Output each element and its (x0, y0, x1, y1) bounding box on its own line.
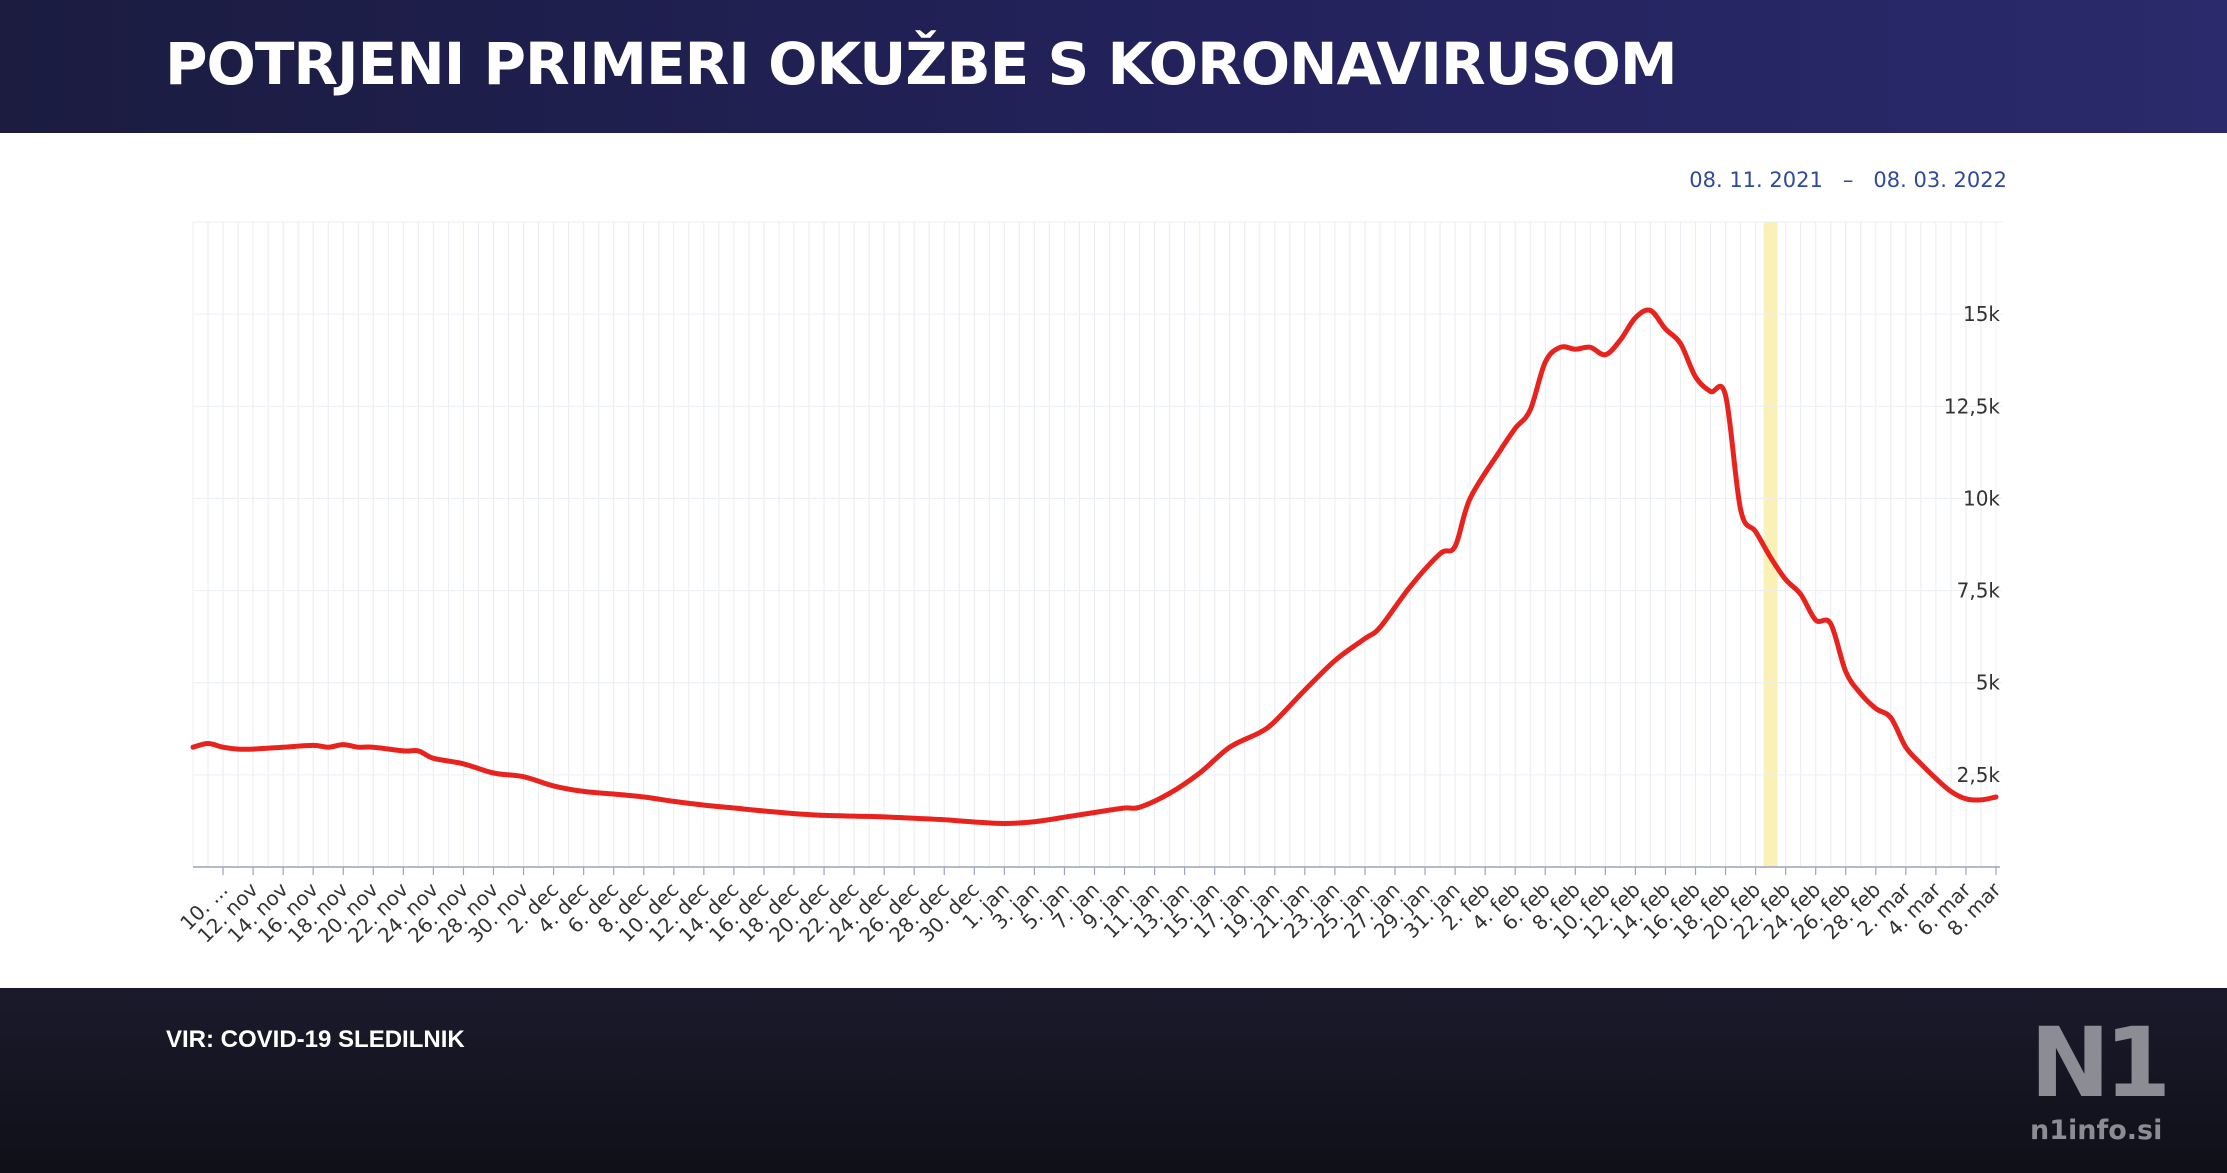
logo-site: n1info.si (2030, 1115, 2163, 1146)
source-label: VIR: COVID-19 SLEDILNIK (166, 1026, 465, 1053)
date-range-from: 08. 11. 2021 (1689, 168, 1823, 192)
logo-mark: N1 (2030, 1007, 2171, 1119)
series-line (190, 307, 1999, 827)
date-range: 08. 11. 2021 – 08. 03. 2022 (1689, 168, 2007, 192)
date-range-separator: – (1842, 168, 1854, 192)
y-tick-label: 7,5k (1957, 579, 2001, 603)
header-banner: POTRJENI PRIMERI OKUŽBE S KORONAVIRUSOM (0, 0, 2227, 133)
vertical-gridlines (192, 222, 1997, 867)
y-tick-label: 5k (1976, 671, 2001, 695)
cases-line-chart: 2,5k 5k 7,5k 10k 12,5k 15k 10. ...12. nov14. … (175, 221, 2006, 948)
footer-bar: VIR: COVID-19 SLEDILNIK N1 n1info.si (0, 988, 2227, 1173)
y-tick-label: 2,5k (1957, 763, 2001, 787)
y-tick-label: 10k (1963, 486, 2000, 510)
y-tick-label: 12,5k (1944, 394, 2001, 418)
y-tick-label: 15k (1963, 302, 2000, 326)
y-axis-tick-labels: 2,5k 5k 7,5k 10k 12,5k 15k (1944, 302, 2001, 787)
x-axis-ticks (222, 867, 1997, 875)
horizontal-gridlines (193, 221, 2002, 776)
page-title: POTRJENI PRIMERI OKUŽBE S KORONAVIRUSOM (165, 30, 1678, 98)
n1-logo: N1 n1info.si (2025, 1007, 2175, 1146)
date-range-to: 08. 03. 2022 (1873, 168, 2007, 192)
highlight-band (1763, 222, 1778, 867)
